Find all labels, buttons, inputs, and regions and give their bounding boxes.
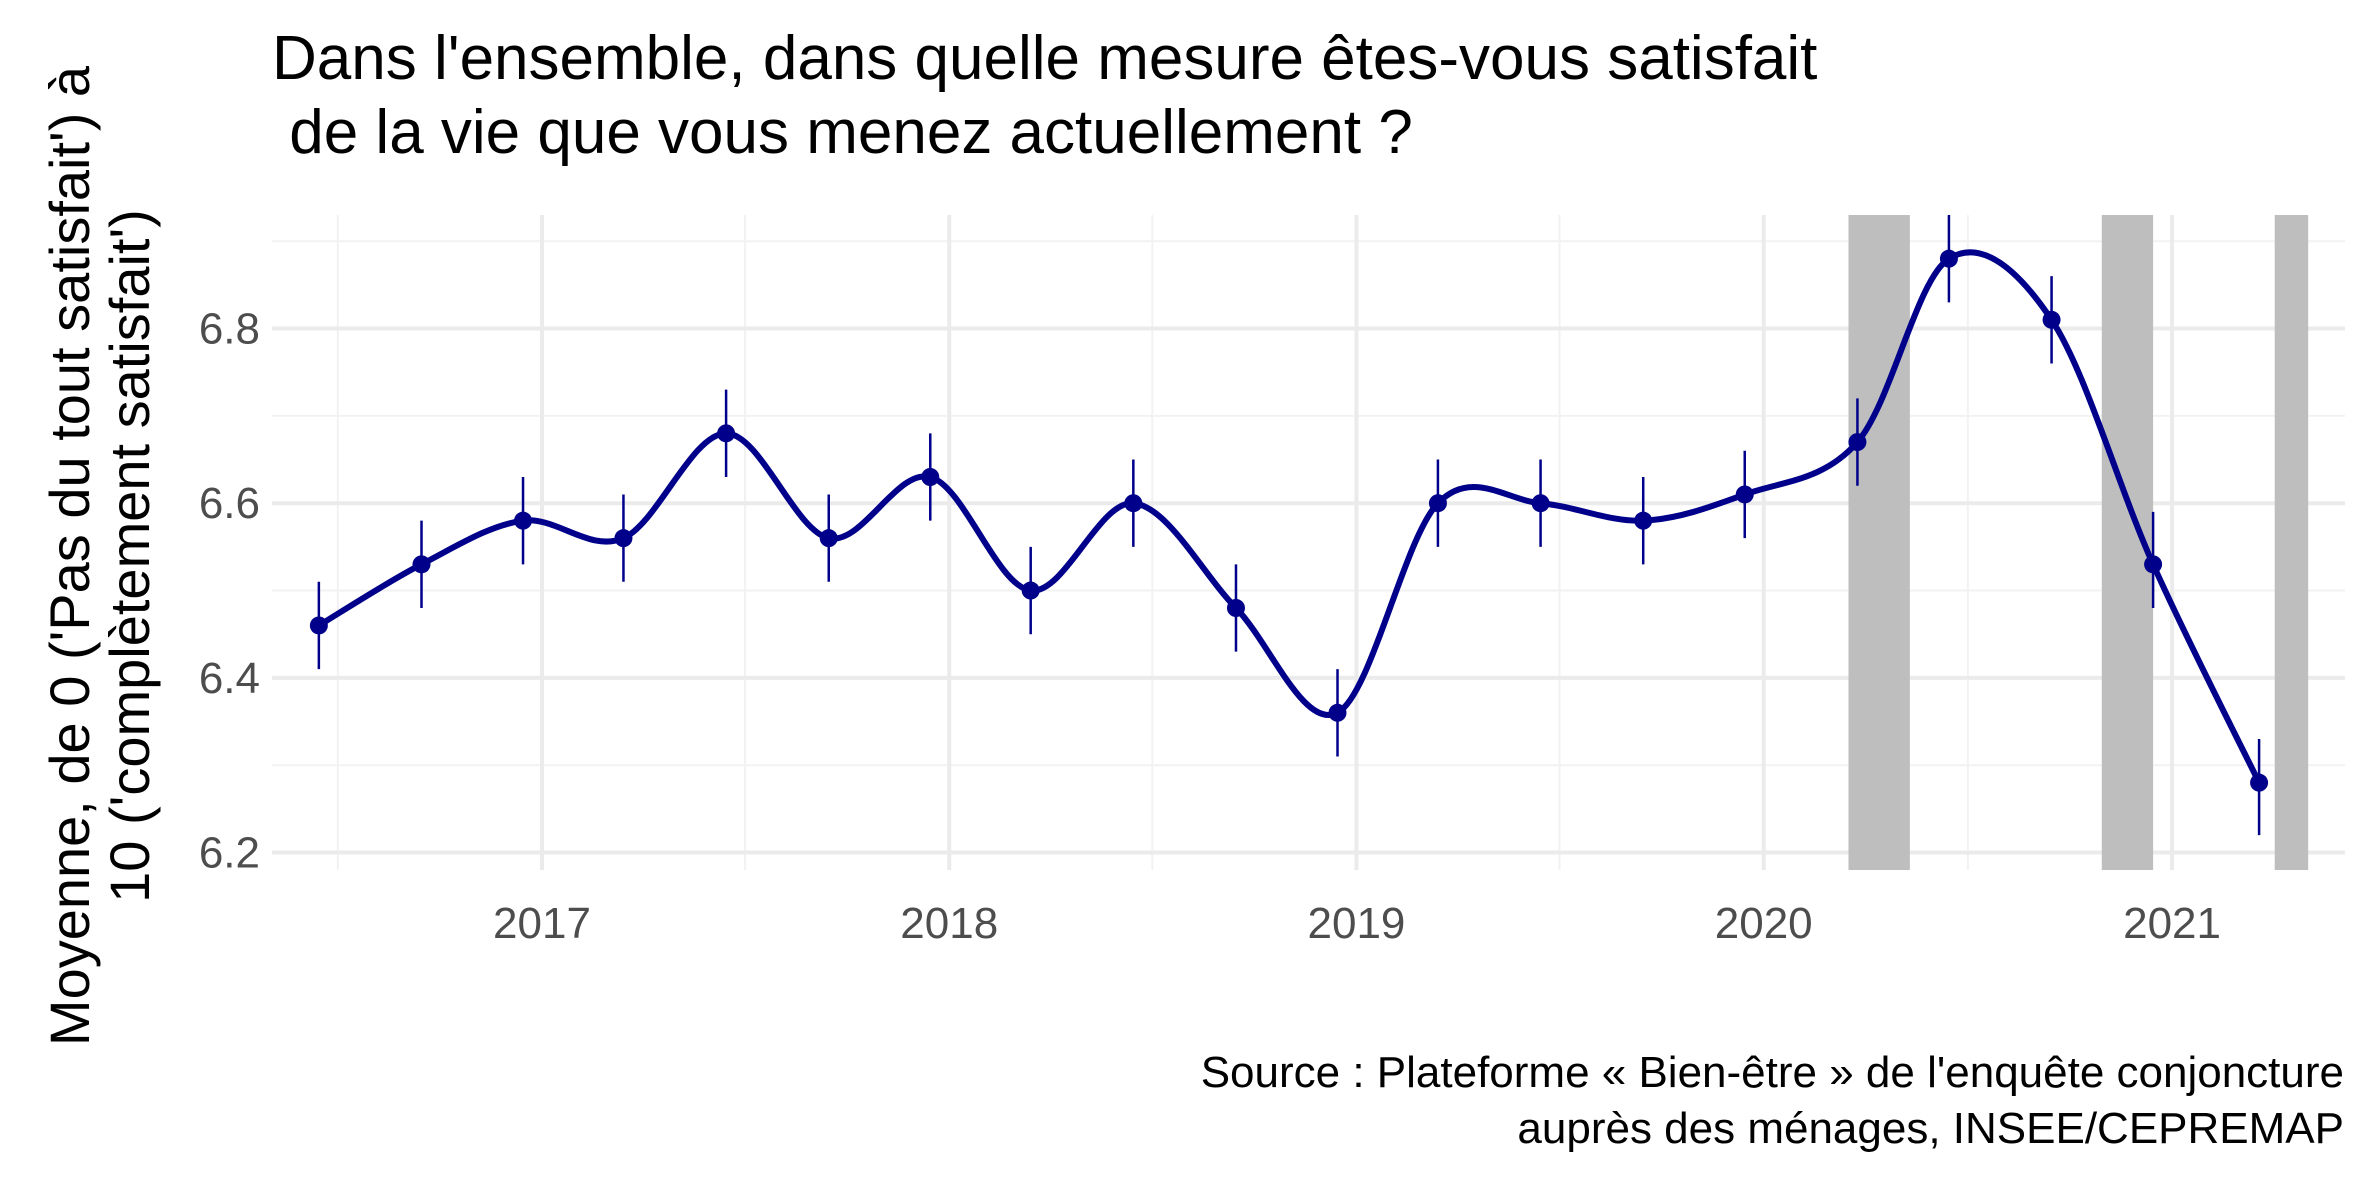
- minor-gridlines: [272, 215, 2345, 870]
- data-point: [2144, 555, 2163, 574]
- y-tick-label: 6.6: [199, 479, 260, 528]
- major-gridlines: [272, 215, 2345, 870]
- data-point: [1531, 494, 1550, 513]
- x-tick-label: 2017: [493, 899, 591, 948]
- y-tick-label: 6.2: [199, 829, 260, 878]
- data-point: [1226, 599, 1245, 617]
- series-line: [315, 249, 2263, 786]
- source-caption: Source : Plateforme « Bien-être » de l'e…: [1200, 1048, 2344, 1153]
- shaded-period: [1848, 215, 1910, 870]
- x-tick-label: 2021: [2123, 899, 2221, 948]
- data-point: [717, 424, 736, 443]
- y-tick-label: 6.4: [199, 654, 260, 703]
- chart-title: Dans l'ensemble, dans quelle mesure êtes…: [272, 24, 1818, 167]
- data-point: [1735, 485, 1754, 504]
- y-tick-labels: 6.2 6.4 6.6 6.8: [199, 305, 260, 878]
- shaded-periods: [1848, 215, 2309, 870]
- data-point: [2250, 773, 2269, 792]
- data-point: [309, 616, 328, 635]
- data-point: [819, 529, 838, 548]
- data-point: [1939, 249, 1958, 268]
- data-point: [1021, 581, 1040, 600]
- x-tick-labels: 2017 2018 2019 2020 2021: [493, 899, 2221, 948]
- data-point: [514, 511, 533, 530]
- y-tick-label: 6.8: [199, 305, 260, 354]
- data-point: [1428, 494, 1447, 513]
- data-point: [1634, 511, 1653, 530]
- data-point: [1848, 433, 1867, 452]
- data-point: [2042, 310, 2061, 329]
- data-points: [309, 249, 2269, 792]
- data-point: [614, 529, 633, 548]
- x-tick-label: 2018: [900, 899, 998, 948]
- shaded-period: [2274, 215, 2309, 870]
- data-point: [921, 468, 940, 486]
- data-point: [412, 555, 431, 574]
- data-point: [1124, 494, 1143, 513]
- x-tick-label: 2020: [1715, 899, 1813, 948]
- x-tick-label: 2019: [1308, 899, 1406, 948]
- data-point: [1328, 703, 1347, 722]
